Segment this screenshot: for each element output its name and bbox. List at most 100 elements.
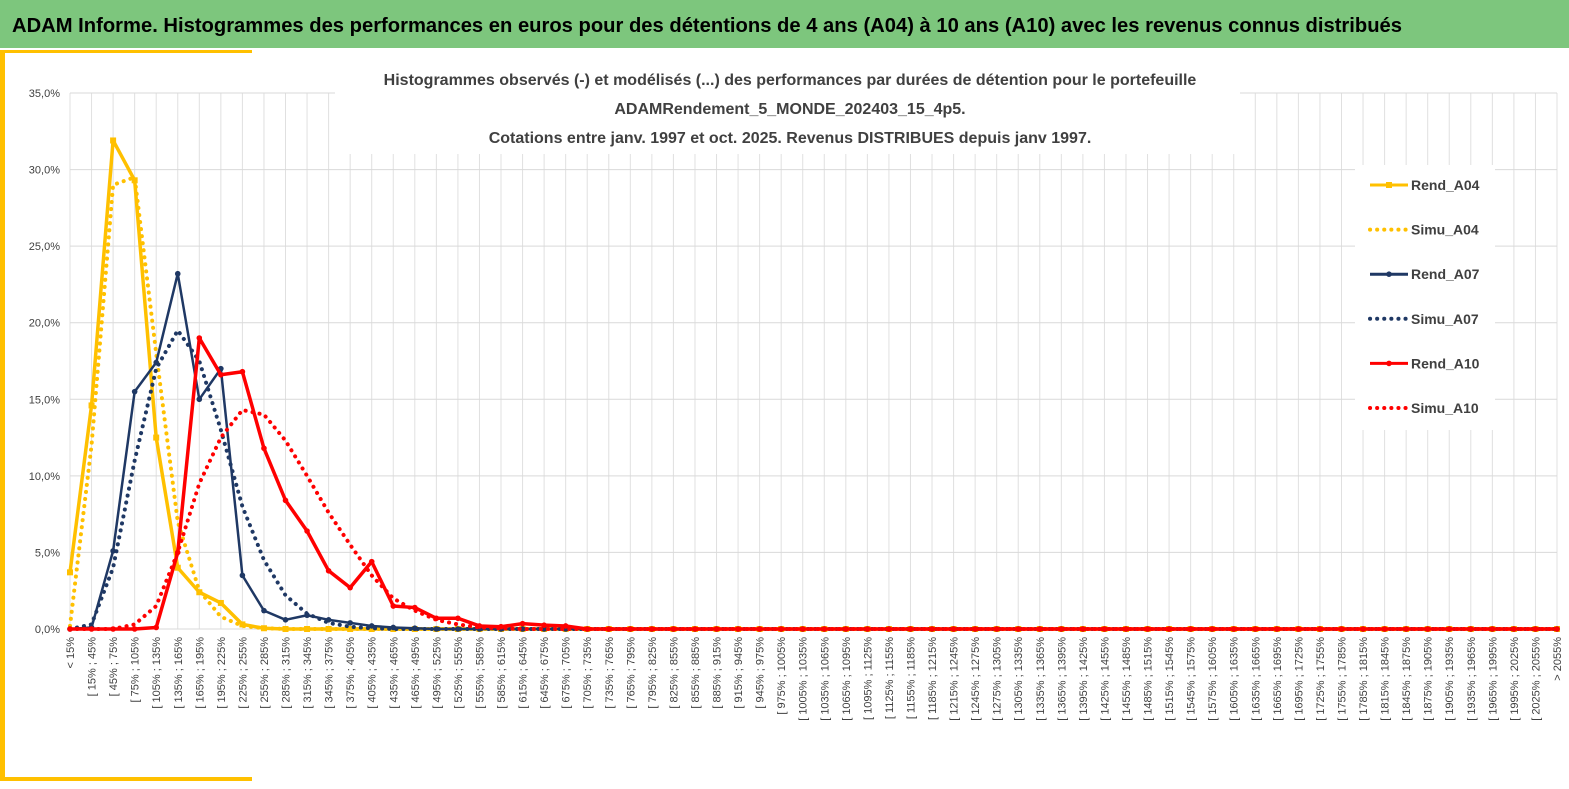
point: [282, 617, 289, 623]
x-tick-label: [ 465% ; 495%: [410, 637, 422, 709]
y-tick-label: 20,0%: [29, 318, 60, 330]
point: [455, 615, 461, 622]
chart-title-line: ADAMRendement_5_MONDE_202403_15_4p5.: [614, 101, 965, 118]
point: [217, 599, 224, 606]
legend-label: Simu_A10: [1411, 400, 1479, 416]
point: [174, 270, 181, 277]
chart-title: Histogrammes observés (-) et modélisés (…: [335, 64, 1240, 154]
point: [1230, 626, 1237, 632]
x-tick-label: [ 735% ; 765%: [604, 637, 616, 709]
x-tick-label: [ 1215% ; 1245%: [949, 637, 961, 721]
point: [239, 572, 246, 579]
point: [88, 402, 95, 409]
point: [153, 624, 160, 631]
x-tick-label: [ 405% ; 435%: [367, 637, 379, 709]
x-tick-label: [ 1605% ; 1635%: [1229, 637, 1241, 721]
x-tick-label: [ 1935% ; 1965%: [1466, 637, 1478, 721]
chart-title-line: Cotations entre janv. 1997 et oct. 2025.…: [489, 130, 1092, 147]
x-tick-label: [ 525% ; 555%: [453, 637, 465, 709]
point: [368, 623, 375, 629]
x-tick-label: [ 675% ; 705%: [561, 637, 573, 709]
x-tick-label: [ 1485% ; 1515%: [1143, 637, 1155, 721]
x-tick-label: [ 1575% ; 1605%: [1207, 637, 1219, 721]
legend-marker: [1386, 271, 1392, 278]
x-tick-label: [ 975% ; 1005%: [776, 637, 788, 715]
legend-marker: [1386, 360, 1392, 367]
legend-bg: [1355, 165, 1495, 430]
banner: [0, 0, 1569, 48]
series-line: [68, 328, 1559, 631]
frame-left: [0, 50, 5, 780]
legend-label: Simu_A07: [1411, 311, 1479, 327]
point: [605, 626, 612, 632]
x-tick-label: [ 645% ; 675%: [539, 637, 551, 709]
point: [1166, 626, 1172, 632]
point: [174, 564, 181, 571]
x-tick-label: [ 825% ; 855%: [668, 637, 680, 709]
x-tick-label: [ 195% ; 225%: [216, 637, 228, 709]
point: [261, 607, 267, 614]
series-line: [68, 408, 1559, 631]
frame-top: [0, 50, 252, 53]
point: [1209, 626, 1215, 632]
y-tick-label: 35,0%: [29, 88, 60, 100]
x-tick-label: [ 1395% ; 1425%: [1078, 637, 1090, 721]
x-tick-label: [ 1815% ; 1845%: [1380, 637, 1392, 721]
x-tick-label: [ 1875% ; 1905%: [1423, 637, 1435, 721]
point: [196, 335, 203, 341]
point: [325, 568, 332, 574]
point: [1144, 626, 1151, 632]
legend-label: Simu_A04: [1411, 222, 1479, 238]
point: [368, 558, 375, 565]
x-tick-label: < 15%: [65, 637, 77, 669]
x-tick-label: [ 1425% ; 1455%: [1099, 637, 1111, 721]
x-tick-label: [ 345% ; 375%: [324, 637, 336, 709]
x-tick-label: [ 105% ; 135%: [151, 637, 163, 709]
x-tick-label: [ 45% ; 75%: [108, 637, 120, 697]
point: [153, 434, 160, 441]
x-tick-label: [ 315% ; 345%: [302, 637, 314, 709]
x-tick-label: [ 1125% ; 1155%: [884, 637, 896, 719]
x-tick-label: [ 1695% ; 1725%: [1293, 637, 1305, 721]
x-tick-label: [ 495% ; 525%: [431, 637, 443, 709]
x-tick-label: [ 795% ; 825%: [647, 637, 659, 709]
x-tick-label: [ 765% ; 795%: [625, 637, 637, 709]
y-tick-label: 5,0%: [35, 547, 60, 559]
x-tick-label: [ 1965% ; 1995%: [1487, 637, 1499, 721]
x-tick-label: [ 285% ; 315%: [281, 637, 293, 709]
point: [562, 623, 569, 629]
x-tick-label: [ 255% ; 285%: [259, 637, 271, 709]
x-tick-label: [ 225% ; 255%: [237, 637, 249, 709]
x-tick-label: [ 855% ; 885%: [690, 637, 702, 709]
legend-label: Rend_A07: [1411, 266, 1480, 282]
x-tick-label: [ 1785% ; 1815%: [1358, 637, 1370, 721]
x-tick-label: [ 555% ; 585%: [474, 637, 486, 709]
series-line: [68, 138, 1557, 631]
x-tick-label: [ 705% ; 735%: [582, 637, 594, 709]
x-tick-label: [ 165% ; 195%: [194, 637, 206, 709]
point: [131, 626, 138, 632]
chart-title-line: Histogrammes observés (-) et modélisés (…: [384, 72, 1197, 89]
x-tick-label: [ 1005% ; 1035%: [798, 637, 810, 721]
x-tick-label: > 2055%: [1552, 637, 1564, 681]
series-line: [68, 175, 1559, 631]
y-tick-label: 10,0%: [29, 471, 60, 483]
point: [261, 445, 267, 452]
x-tick-label: [ 1065% ; 1095%: [841, 637, 853, 721]
x-tick-label: [ 1185% ; 1215%: [927, 637, 939, 720]
x-tick-label: [ 135% ; 165%: [173, 637, 185, 709]
x-tick-label: [ 1845% ; 1875%: [1401, 637, 1413, 721]
x-tick-label: [ 1365% ; 1395%: [1056, 637, 1068, 721]
point: [627, 626, 634, 632]
point: [282, 497, 289, 504]
point: [347, 584, 353, 591]
x-tick-label: [ 1995% ; 2025%: [1509, 637, 1521, 721]
x-tick-label: [ 375% ; 405%: [345, 637, 357, 709]
title-bg: [335, 64, 1240, 154]
x-tick-label: [ 1755% ; 1785%: [1336, 637, 1348, 721]
x-tick-label: [ 1545% ; 1575%: [1186, 637, 1198, 721]
y-tick-label: 0,0%: [35, 624, 60, 636]
point: [519, 620, 526, 627]
x-tick-label: [ 1245% ; 1275%: [970, 637, 982, 721]
x-tick-label: [ 435% ; 465%: [388, 637, 400, 709]
